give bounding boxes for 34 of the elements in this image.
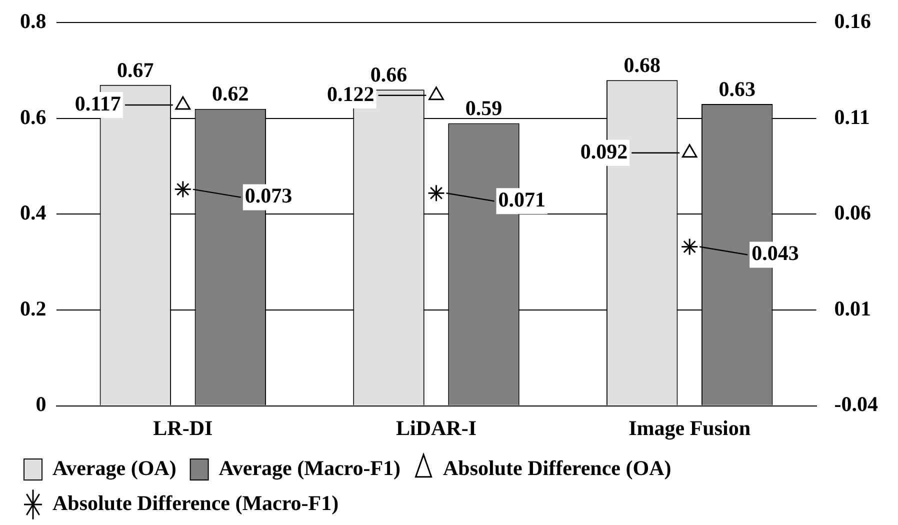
- point: [428, 184, 446, 202]
- data-label: 0.67: [117, 58, 154, 82]
- y2-tick-label: 0.16: [834, 9, 872, 34]
- y-tick-label: 0.6: [20, 104, 46, 129]
- legend-label: Absolute Difference (Macro-F1): [52, 490, 339, 515]
- data-label: 0.043: [752, 241, 799, 266]
- x-tick-label: Image Fusion: [628, 416, 751, 440]
- legend-label: Average (OA): [52, 456, 176, 480]
- y2-tick-label: 0.11: [834, 104, 870, 129]
- y-tick-label: 0.4: [20, 200, 47, 225]
- point: [682, 144, 698, 158]
- data-label: 0.63: [718, 76, 756, 101]
- point: [174, 180, 192, 198]
- x-tick-label: LiDAR-I: [396, 416, 477, 440]
- y-tick-label: 0: [36, 392, 46, 416]
- data-label: 0.117: [74, 91, 121, 116]
- data-label: 0.68: [624, 53, 660, 77]
- y2-tick-label: 0.01: [834, 296, 872, 320]
- y-tick-label: 0.2: [20, 296, 46, 320]
- legend-label: Absolute Difference (OA): [443, 456, 672, 480]
- y2-tick-label: -0.04: [834, 392, 878, 416]
- data-label: 0.59: [465, 96, 502, 120]
- x-tick-label: LR-DI: [153, 416, 213, 440]
- point: [175, 96, 191, 110]
- y-tick-label: 0.8: [20, 9, 46, 34]
- data-label: 0.092: [580, 139, 628, 164]
- data-label: 0.073: [244, 184, 292, 208]
- legend-label: Average (Macro-F1): [218, 456, 401, 480]
- data-label: 0.62: [212, 82, 249, 106]
- y2-tick-label: 0.06: [834, 200, 872, 225]
- point: [680, 238, 698, 256]
- data-label: 0.071: [498, 188, 546, 212]
- data-label: 0.122: [327, 82, 374, 106]
- point: [428, 86, 444, 100]
